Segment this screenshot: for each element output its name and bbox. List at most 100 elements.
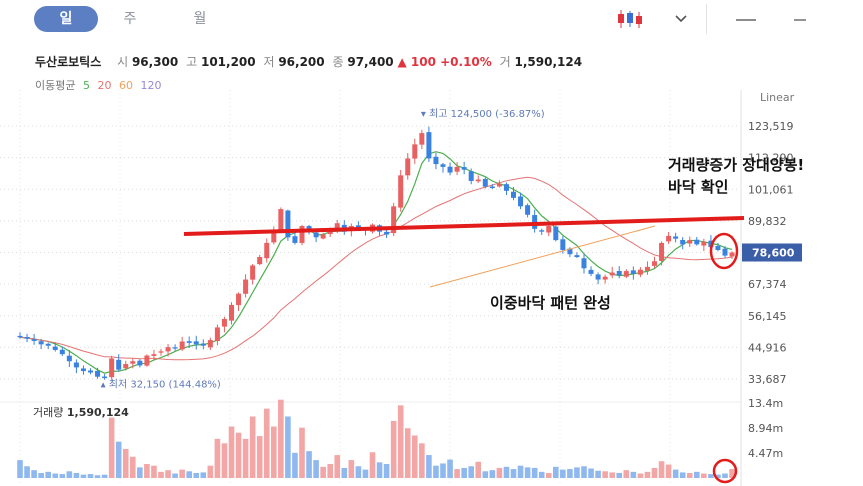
volume-bar [179,469,185,478]
candle-body [546,226,552,233]
ma-5: 5 [82,79,90,92]
candle-body [652,261,657,266]
candle-body [250,265,256,280]
volume-bar [263,408,270,478]
y-tick-label: 123,519 [748,120,794,133]
candle-body [694,239,700,245]
volume-bar [665,464,672,478]
minimize-icon[interactable] [733,8,759,30]
candle-body [715,245,721,250]
candle-body [257,257,263,265]
volume-bar [672,469,679,478]
volume-bar [193,472,200,478]
volume-bar [66,471,73,478]
volume-bar [108,417,115,478]
candle-body [532,215,538,229]
candle-body [229,304,234,321]
candle-body [412,144,418,159]
ma-120: 120 [140,79,162,92]
volume-bar [165,470,171,478]
volume-bar [686,472,693,478]
volume-note-line1: 거래량증가 장대양봉! [668,156,805,174]
ma-60: 60 [118,79,133,92]
volume-bar [651,467,658,478]
candle-body [334,223,340,231]
tab-week[interactable]: 주 [123,11,137,27]
candle-body [285,210,291,238]
candle-body [66,355,72,362]
volume-bar [80,474,87,478]
candle-body [503,184,509,191]
candle-body [644,266,650,271]
candle-body [214,327,220,342]
candle-body [454,166,460,172]
volume-bar [390,420,397,478]
volume-bar [609,472,615,478]
moving-average-lines [19,151,733,374]
candle-body [609,272,615,276]
candle-body [52,346,58,350]
candle-body [130,361,136,364]
candle-body [461,167,467,170]
volume-bar [468,466,474,478]
candlestick-chart-icon[interactable] [614,8,648,30]
current-price-label: 78,600 [752,247,795,260]
volume-bar [694,471,700,478]
volume-bar [151,465,157,478]
volume-bar [447,459,453,478]
volume-bar [412,435,418,478]
candle-body [236,293,242,306]
volume-note-line2: 바닥 확인 [668,178,729,196]
chevron-down-icon[interactable] [672,8,690,30]
volume-bar [292,452,298,478]
moving-average-legend[interactable]: 이동평균 5 20 60 120 [35,77,165,93]
volume-bar [299,427,305,478]
current-price-tag [742,243,802,262]
candle-body [73,362,79,368]
volume-bar [545,472,552,478]
tab-month[interactable]: 월 [193,11,207,27]
volume-bar [285,416,291,478]
ma-label: 이동평균 [35,79,76,92]
volume-bar [538,471,545,478]
high-marker: ▾ 최고 124,500 (-36.87%) [421,108,545,120]
volume-bar [348,460,355,478]
candle-body [278,209,284,231]
candle-body [158,351,164,353]
candle-body [123,364,129,369]
candle-body [440,164,446,167]
volume-tick-label: 8.94m [748,422,783,435]
change-value: ▲ 100 +0.10% [397,55,492,69]
open-value: 96,300 [131,55,179,69]
volume-bar [489,470,496,478]
candle-body [292,236,298,243]
candles [17,126,735,380]
volume-bar [560,469,566,478]
tab-day[interactable]: 일 [34,6,98,32]
collapse-icon[interactable] [790,8,810,30]
candle-body [574,255,580,258]
volume-bar [207,465,214,478]
drawn-overlays [183,216,745,484]
volume-bar [461,467,467,478]
volume-bar [24,466,30,478]
candle-body [419,133,425,145]
candle-body [313,232,319,238]
candle-body [391,206,397,234]
volume-bar [701,473,707,478]
candle-body [207,340,213,348]
volume-bar [637,473,644,478]
volume-bar [574,467,580,478]
volume-bar [426,455,432,478]
volume-bar [17,460,23,478]
candle-body [102,376,108,379]
volume-bar [94,475,101,478]
candle-body [518,196,524,207]
y-tick-label: 67,374 [748,278,787,291]
candle-body [299,226,305,243]
volume-bar [708,474,714,478]
candle-body [673,236,679,239]
candle-body [137,360,143,366]
volume-bar [630,471,637,478]
